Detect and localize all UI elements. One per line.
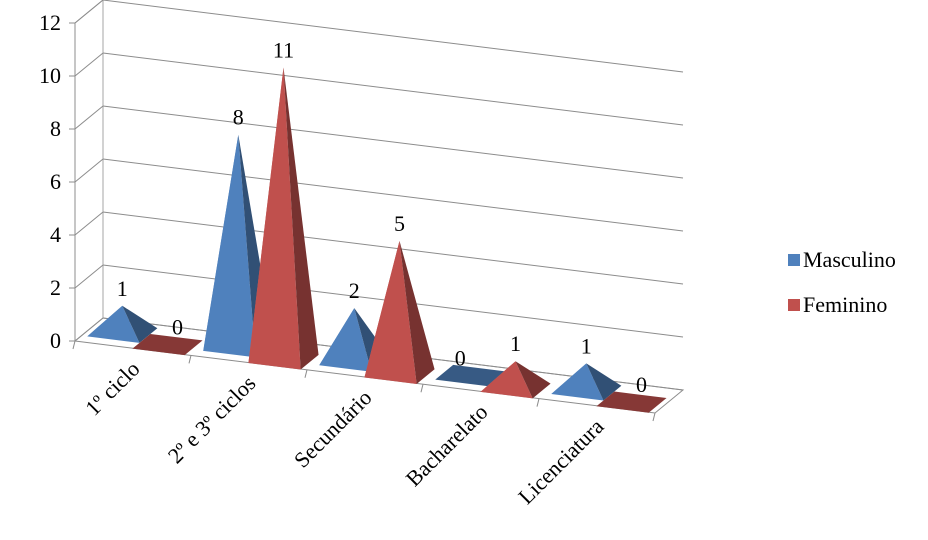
data-label-feminino-1: 11 bbox=[273, 37, 294, 62]
data-label-masculino-2: 2 bbox=[349, 278, 360, 303]
floor-outline bbox=[73, 317, 685, 414]
chart-floor bbox=[73, 317, 685, 414]
bar-masculino-0 bbox=[87, 305, 158, 343]
x-tick-label: Secundário bbox=[289, 385, 377, 473]
bar-flat-face bbox=[596, 391, 667, 413]
gridline-side bbox=[74, 211, 104, 236]
x-tick-mark bbox=[72, 340, 76, 350]
x-tick-mark bbox=[304, 369, 308, 378]
legend-label-masculino: Masculino bbox=[803, 246, 896, 272]
x-tick-mark bbox=[536, 398, 540, 407]
gridline-side bbox=[74, 264, 104, 289]
data-label-feminino-0: 0 bbox=[172, 315, 183, 340]
x-tick-mark bbox=[188, 355, 192, 364]
y-tick-label: 6 bbox=[50, 169, 61, 194]
x-tick-mark bbox=[420, 384, 424, 393]
data-label-feminino-4: 0 bbox=[636, 372, 647, 397]
legend-item-masculino: Masculino bbox=[788, 246, 896, 273]
bar-feminino-0 bbox=[132, 333, 203, 356]
x-tick-label: Licenciatura bbox=[513, 414, 609, 510]
y-tick-label: 12 bbox=[39, 10, 61, 35]
bar-feminino-2 bbox=[364, 240, 435, 384]
bar-feminino-3 bbox=[480, 361, 551, 399]
data-label-masculino-1: 8 bbox=[233, 105, 244, 130]
y-tick-label: 10 bbox=[39, 63, 61, 88]
data-label-masculino-0: 1 bbox=[117, 276, 128, 301]
legend: Masculino Feminino bbox=[788, 246, 896, 336]
bar-front-face bbox=[364, 240, 417, 384]
y-tick-label: 2 bbox=[50, 275, 61, 300]
legend-label-feminino: Feminino bbox=[803, 291, 888, 317]
bar-front-face bbox=[87, 305, 140, 343]
bar-right-face bbox=[586, 363, 622, 401]
y-axis-ticks: 0 2 4 6 8 10 12 bbox=[39, 10, 75, 353]
gridline bbox=[102, 158, 684, 232]
gridline-side bbox=[74, 0, 104, 24]
bar-right-face bbox=[122, 305, 158, 343]
gridline bbox=[102, 211, 684, 285]
bar-right-face bbox=[399, 240, 435, 384]
legend-swatch-masculino bbox=[788, 253, 800, 266]
bar-flat-face bbox=[435, 364, 506, 387]
bar-front-face bbox=[551, 363, 604, 401]
y-tick-label: 4 bbox=[50, 222, 61, 247]
legend-item-feminino: Feminino bbox=[788, 291, 896, 318]
gridline-side bbox=[74, 52, 104, 77]
gridline bbox=[102, 52, 684, 126]
bar-flat-face bbox=[132, 333, 203, 356]
bar-front-face bbox=[319, 308, 372, 372]
y-tick-label: 8 bbox=[50, 116, 61, 141]
bar-front-face bbox=[248, 67, 301, 370]
bar-right-face bbox=[515, 361, 551, 399]
bars bbox=[87, 67, 667, 413]
x-tick-mark bbox=[652, 412, 656, 422]
data-label-masculino-3: 0 bbox=[455, 346, 466, 371]
gridline bbox=[102, 105, 684, 179]
x-tick-label: 2º e 3º ciclos bbox=[163, 370, 261, 468]
bar-feminino-1 bbox=[248, 67, 319, 370]
bar-right-face bbox=[283, 67, 319, 370]
bar-front-face bbox=[203, 134, 256, 358]
gridline-side bbox=[74, 105, 104, 130]
data-label-masculino-4: 1 bbox=[581, 333, 592, 358]
y-tick-label: 0 bbox=[50, 328, 61, 353]
bar-masculino-3 bbox=[435, 364, 506, 387]
x-tick-label: Bacharelato bbox=[401, 399, 493, 491]
gridline bbox=[102, 0, 684, 73]
data-label-feminino-3: 1 bbox=[510, 331, 521, 356]
bar-masculino-4 bbox=[551, 363, 622, 401]
bar-front-face bbox=[480, 361, 533, 399]
bar-feminino-4 bbox=[596, 391, 667, 413]
gridline-side bbox=[74, 158, 104, 183]
data-label-feminino-2: 5 bbox=[394, 211, 405, 236]
x-tick-label: 1º ciclo bbox=[80, 356, 144, 420]
legend-swatch-feminino bbox=[788, 298, 800, 311]
